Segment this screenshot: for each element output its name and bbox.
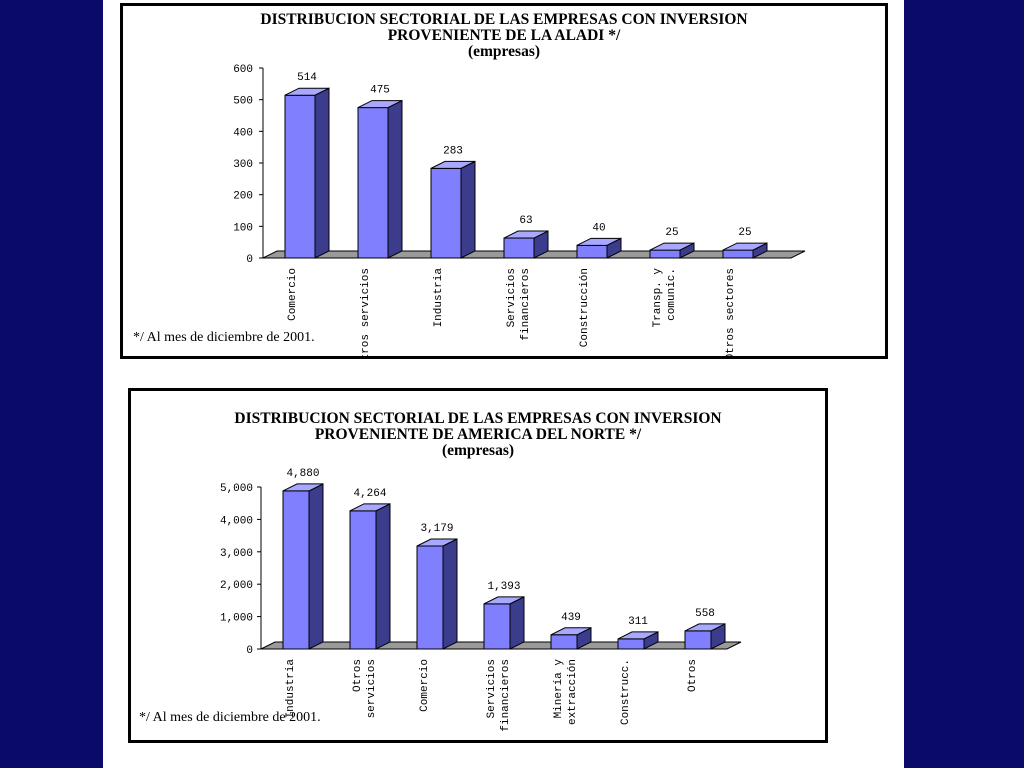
bar-top: [430, 160, 476, 169]
y-tick-label: 100: [233, 222, 253, 234]
x-category-label: Servicios: [506, 268, 518, 327]
bar-top: [617, 631, 659, 640]
chart-panel-america-norte: DISTRIBUCION SECTORIAL DE LAS EMPRESAS C…: [128, 388, 828, 743]
bar-value-label: 40: [592, 222, 605, 234]
y-tick-label: 2,000: [220, 580, 253, 592]
y-tick-label: 200: [233, 191, 253, 203]
bar-value-label: 25: [665, 227, 678, 239]
y-tick-label: 5,000: [220, 483, 253, 495]
x-category-label: Otros sectores: [725, 268, 737, 356]
bar-top: [483, 596, 525, 605]
chart-title-line: DISTRIBUCION SECTORIAL DE LAS EMPRESAS C…: [234, 410, 722, 427]
x-category-label: servicios: [366, 659, 378, 718]
bar-chart-aladi: 0 100 200 300 400 500 600 514 Comercio 475 Otros s…: [233, 64, 806, 356]
y-tick-label: 1,000: [220, 613, 253, 625]
bar-top: [349, 503, 391, 512]
bar-front: [282, 490, 310, 650]
chart-title-aladi: DISTRIBUCION SECTORIAL DE LAS EMPRESAS C…: [123, 12, 885, 60]
bar-value-label: 63: [519, 215, 532, 227]
bar-side: [314, 87, 330, 259]
bar-front: [416, 545, 444, 650]
bar-value-label: 514: [297, 72, 317, 84]
bar-value-label: 439: [561, 612, 581, 624]
bar-top: [284, 87, 330, 96]
bar-top: [550, 627, 592, 636]
bar-top: [684, 623, 726, 632]
bar-front: [550, 634, 578, 650]
x-category-label: financieros: [520, 268, 532, 341]
bar-side: [375, 503, 391, 650]
x-category-label: Transp. y: [652, 268, 664, 328]
bar-front: [576, 244, 608, 259]
x-category-label: Minería y: [553, 659, 565, 719]
x-category-label: Comercio: [419, 659, 431, 712]
bar-value-label: 475: [370, 85, 390, 97]
bar-front: [684, 630, 712, 650]
bar-value-label: 283: [443, 145, 463, 157]
chart-title-line: PROVENIENTE DE AMERICA DEL NORTE */: [314, 426, 642, 443]
x-category-label: Construcc.: [620, 659, 632, 725]
y-tick-label: 300: [233, 159, 253, 171]
slide: DISTRIBUCION SECTORIAL DE LAS EMPRESAS C…: [103, 0, 904, 768]
bar-side: [509, 596, 525, 650]
bar-front: [617, 638, 645, 650]
x-category-label: Comercio: [287, 268, 299, 321]
bar-value-label: 4,264: [353, 488, 386, 500]
bar-value-label: 3,179: [420, 523, 453, 535]
y-tick-label: 0: [246, 254, 253, 266]
bar-value-label: 558: [695, 608, 715, 620]
chart-title-line: (empresas): [441, 442, 515, 459]
bar-front: [284, 94, 316, 259]
bar-value-label: 311: [628, 616, 648, 628]
bar-front: [349, 510, 377, 650]
bar-front: [649, 249, 681, 259]
y-tick-label: 4,000: [220, 515, 253, 527]
bar-value-label: 4,880: [286, 468, 319, 480]
bar-top: [503, 230, 549, 239]
bar-side: [460, 160, 476, 259]
bar-front: [430, 167, 462, 259]
bar-value-label: 25: [738, 227, 751, 239]
y-tick-label: 500: [233, 96, 253, 108]
bar-top: [722, 242, 768, 251]
y-tick-label: 0: [246, 645, 253, 657]
bar-front: [483, 603, 511, 650]
x-category-label: Servicios: [486, 659, 498, 718]
bar-top: [649, 242, 695, 251]
y-tick-label: 600: [233, 64, 253, 76]
x-category-label: comunic.: [666, 268, 678, 321]
bar-top: [576, 237, 622, 246]
x-category-label: financieros: [500, 659, 512, 732]
x-category-label: Otros: [687, 659, 699, 692]
bar-chart-america-norte: 0 1,000 2,000 3,000 4,000 5,000 4,880 Industria…: [220, 468, 742, 732]
chart-title-line: PROVENIENTE DE LA ALADI */: [387, 27, 621, 44]
bar-front: [357, 107, 389, 259]
bar-top: [416, 538, 458, 547]
y-tick-label: 3,000: [220, 548, 253, 560]
x-category-label: Otros servicios: [360, 268, 372, 356]
x-category-label: Industria: [433, 268, 445, 328]
chart-footnote-aladi: */ Al mes de diciembre de 2001.: [133, 330, 315, 345]
chart-footnote-america-norte: */ Al mes de diciembre de 2001.: [139, 710, 321, 725]
bar-side: [387, 99, 403, 259]
chart-title-line: DISTRIBUCION SECTORIAL DE LAS EMPRESAS C…: [260, 11, 748, 28]
x-category-label: Otros: [352, 659, 364, 692]
x-category-label: Industria: [285, 659, 297, 719]
bar-side: [442, 538, 458, 650]
bar-top: [282, 483, 324, 492]
chart-title-america-norte: DISTRIBUCION SECTORIAL DE LAS EMPRESAS C…: [131, 411, 825, 459]
chart-panel-aladi: DISTRIBUCION SECTORIAL DE LAS EMPRESAS C…: [120, 3, 888, 359]
chart-title-line: (empresas): [467, 43, 541, 60]
bar-front: [722, 249, 754, 259]
bar-top: [357, 100, 403, 109]
bar-side: [308, 483, 324, 650]
x-category-label: Construcción: [579, 268, 591, 347]
bar-front: [503, 237, 535, 259]
x-category-label: extracción: [567, 659, 579, 725]
bar-value-label: 1,393: [487, 581, 520, 593]
y-tick-label: 400: [233, 127, 253, 139]
